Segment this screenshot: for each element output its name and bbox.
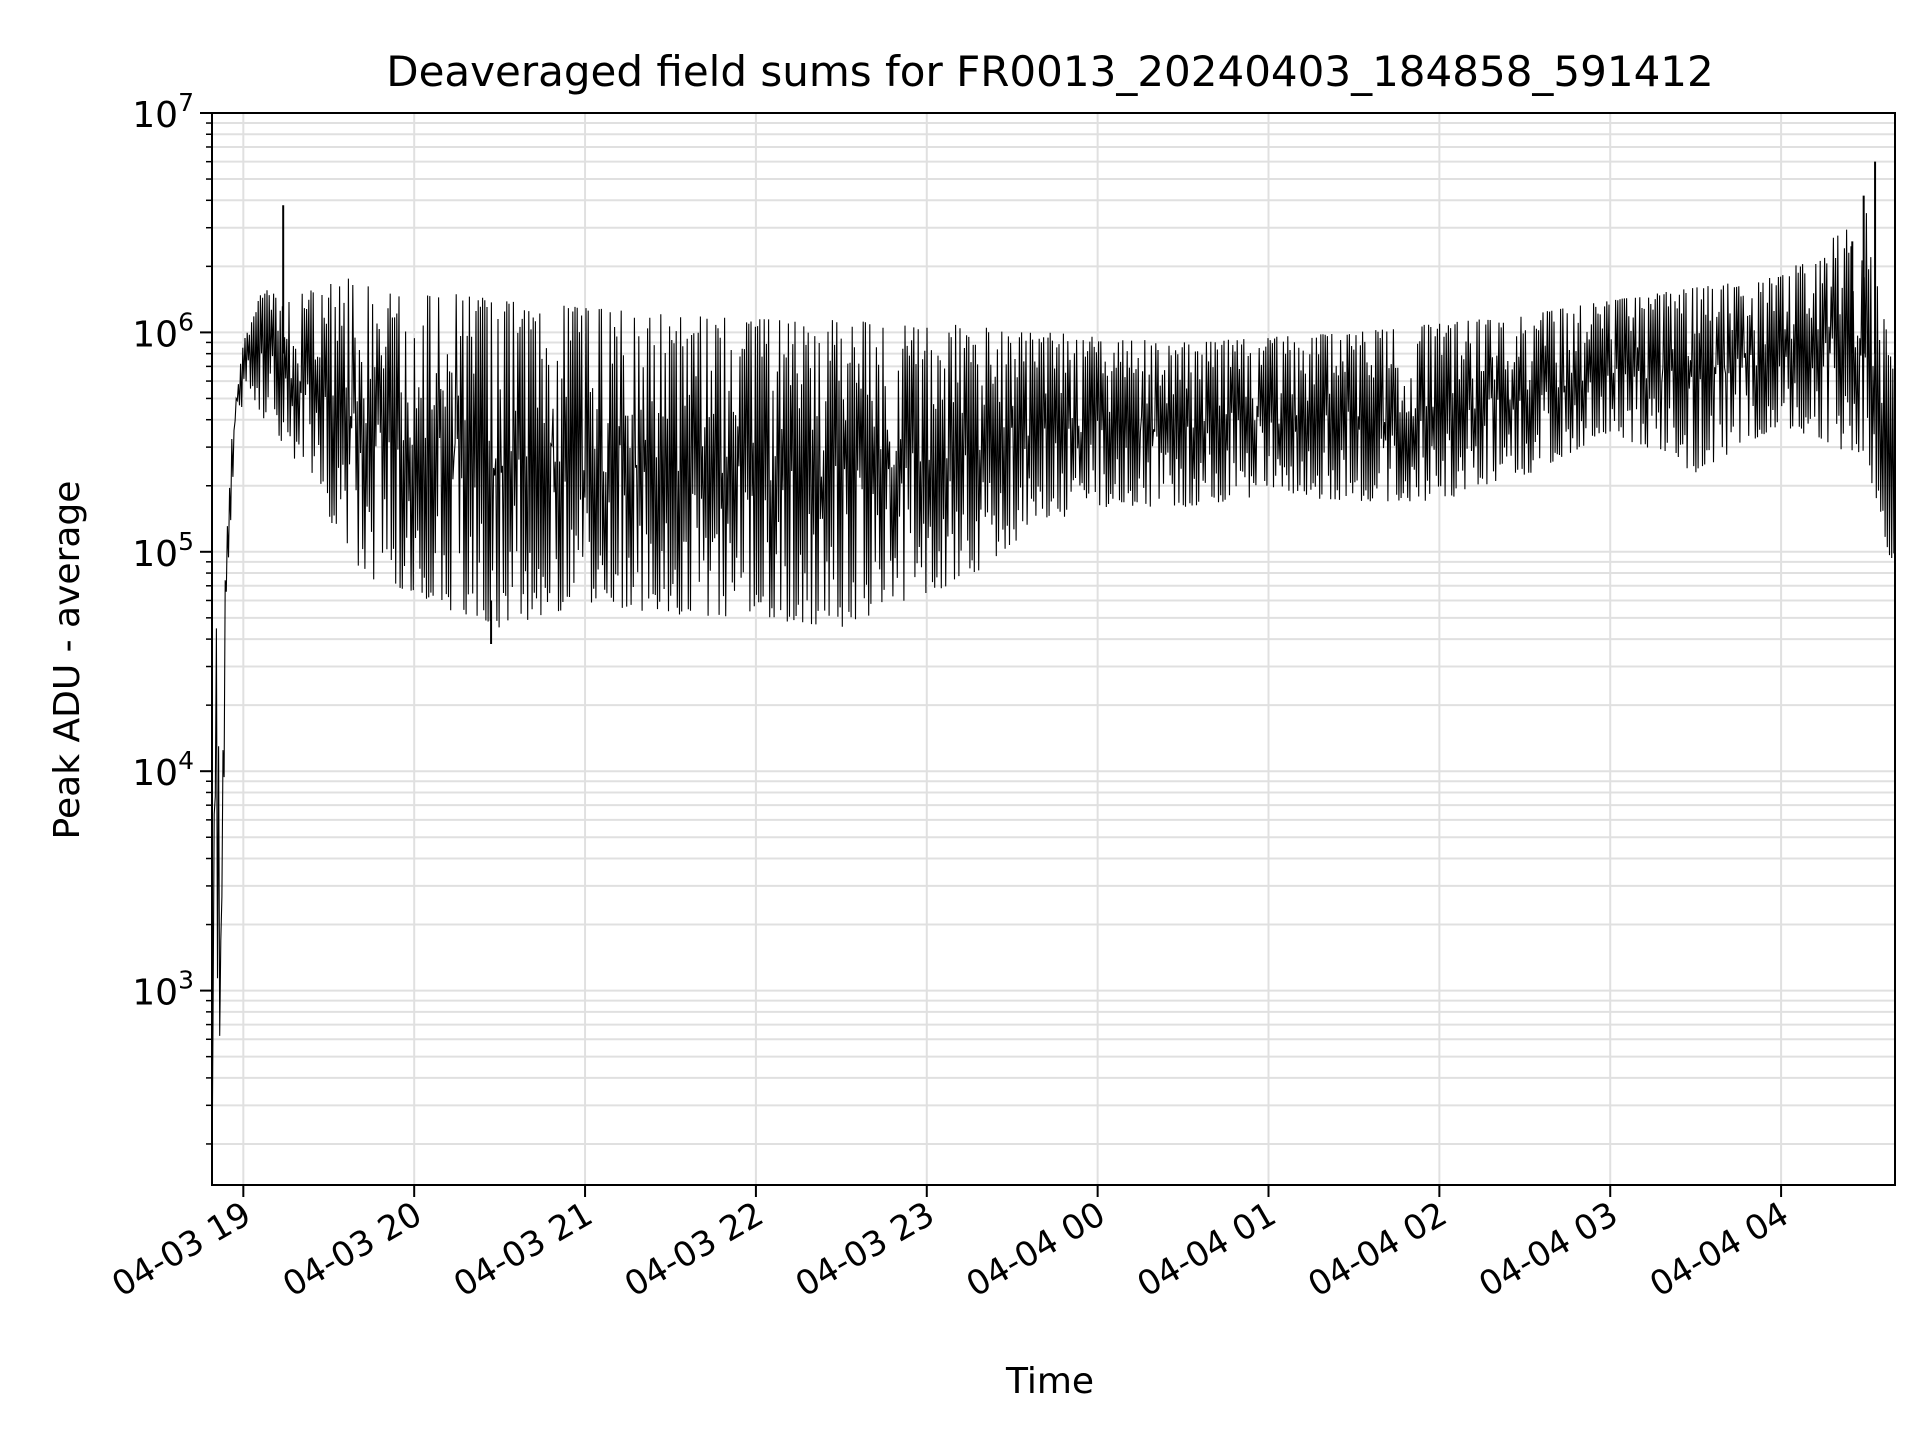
plot-frame bbox=[211, 112, 1896, 1186]
y-axis-label: Peak ADU - average bbox=[47, 481, 88, 840]
series-trace bbox=[211, 213, 1896, 1186]
y-tick-label: 104 bbox=[132, 746, 194, 794]
y-axis: 103 104 105 106 107 bbox=[132, 88, 212, 1145]
y-tick-label: 105 bbox=[132, 527, 194, 575]
y-tick-label: 106 bbox=[132, 307, 194, 355]
y-tick-label: 103 bbox=[132, 966, 194, 1014]
chart-title: Deaveraged field sums for FR0013_2024040… bbox=[386, 47, 1714, 96]
y-tick-label: 107 bbox=[132, 88, 194, 136]
grid-lines bbox=[212, 112, 1895, 1185]
series-line bbox=[211, 161, 1896, 1186]
x-axis-label: Time bbox=[1005, 1361, 1094, 1402]
